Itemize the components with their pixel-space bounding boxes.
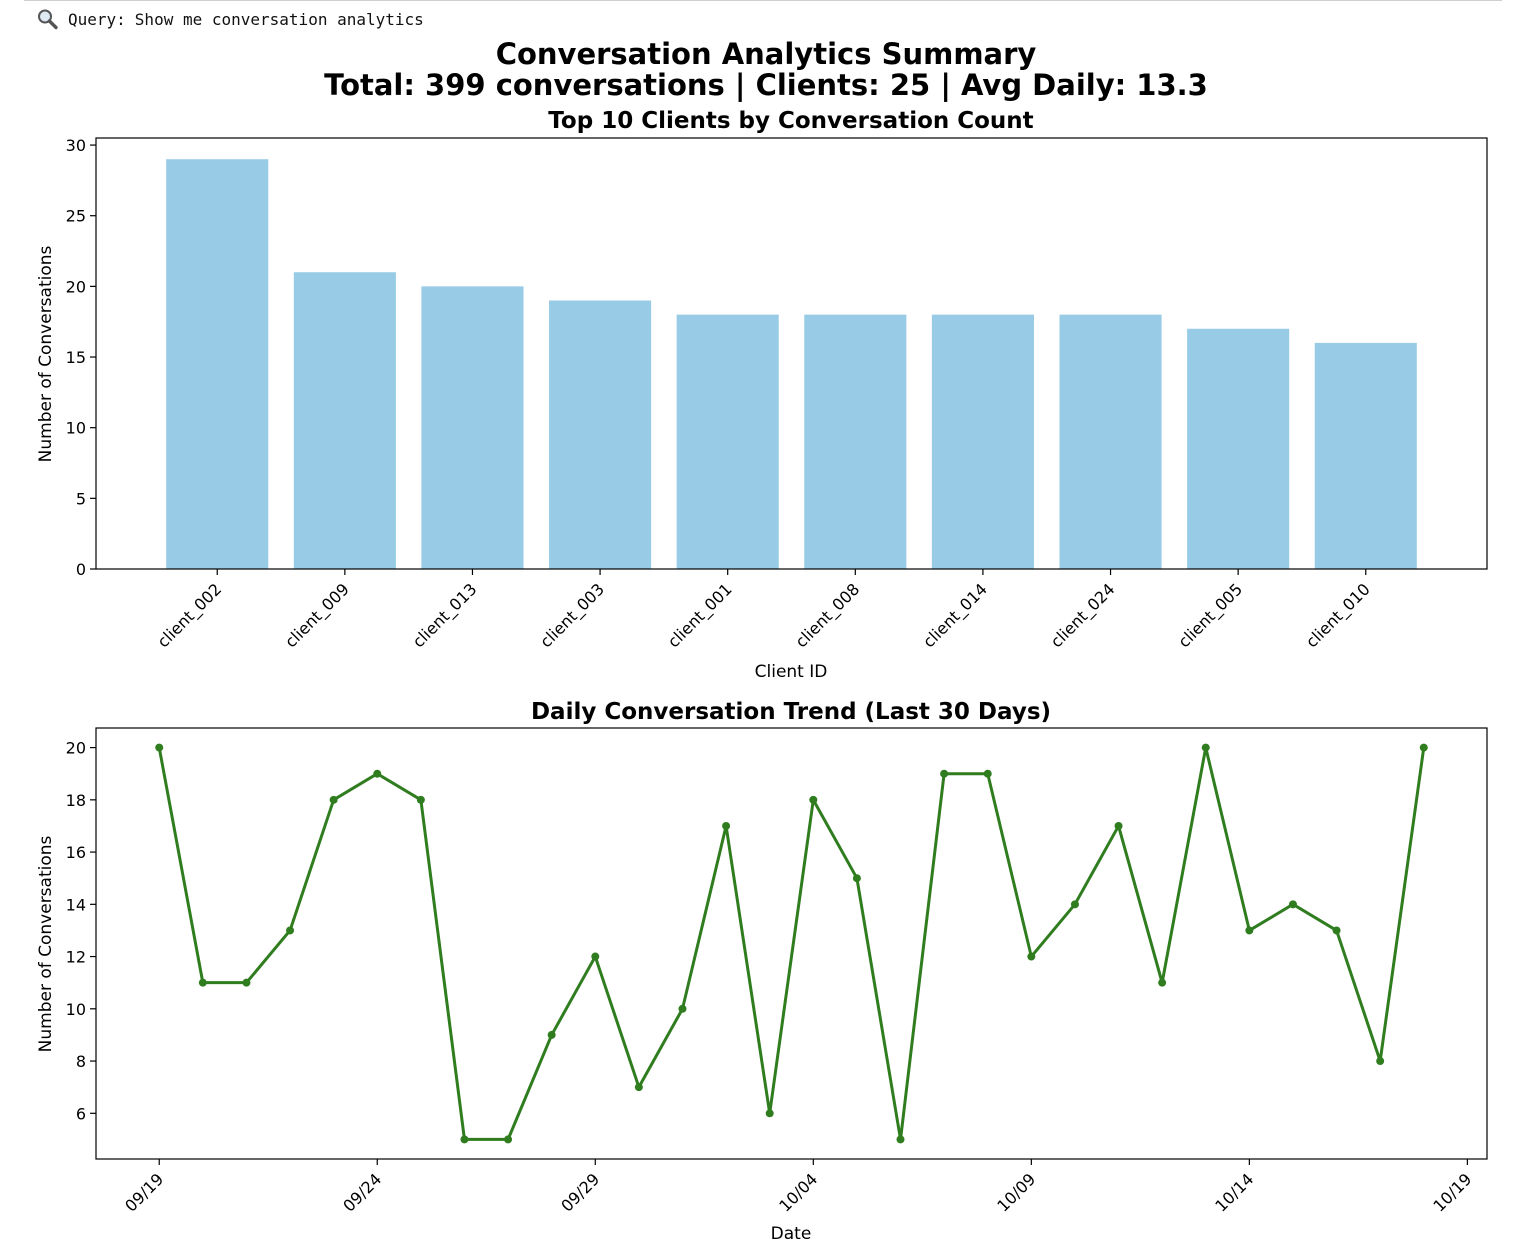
trend-point-09-23 bbox=[329, 795, 338, 804]
trend-point-10-04 bbox=[809, 795, 818, 804]
line-marks bbox=[155, 743, 1428, 1144]
trend-line bbox=[157, 746, 1426, 1141]
line-y-tick-label: 12 bbox=[66, 948, 86, 967]
query-bar: Query: Show me conversation analytics bbox=[36, 8, 424, 30]
trend-point-10-05 bbox=[852, 874, 861, 883]
bar-y-tick-label: 25 bbox=[66, 207, 86, 226]
top-rule bbox=[24, 0, 1502, 1]
line-x-tick-label: 09/19 bbox=[121, 1170, 167, 1216]
bar-client_008 bbox=[804, 314, 907, 569]
trend-point-10-11 bbox=[1114, 821, 1123, 830]
trend-point-09-25 bbox=[416, 795, 425, 804]
query-text: Show me conversation analytics bbox=[134, 9, 424, 29]
bar-x-tick-label: client_010 bbox=[1302, 580, 1374, 652]
bar-x-tick-label: client_013 bbox=[409, 580, 481, 652]
bar-client_009 bbox=[293, 272, 396, 569]
trend-point-10-01 bbox=[678, 1004, 687, 1013]
bar-x-tick-label: client_008 bbox=[792, 580, 864, 652]
bar-x-tick-label: client_009 bbox=[281, 580, 353, 652]
bar-chart-title: Top 10 Clients by Conversation Count bbox=[548, 108, 1033, 134]
trend-point-09-19 bbox=[155, 743, 164, 752]
trend-point-10-08 bbox=[983, 769, 992, 778]
bar-client_024 bbox=[1059, 314, 1162, 569]
bar-client_010 bbox=[1314, 342, 1417, 569]
trend-point-10-17 bbox=[1376, 1057, 1385, 1066]
trend-point-10-09 bbox=[1027, 952, 1036, 961]
trend-point-09-30 bbox=[634, 1083, 643, 1092]
bar-client_002 bbox=[166, 159, 269, 569]
trend-point-10-07 bbox=[940, 769, 949, 778]
line-x-tick-label: 10/09 bbox=[993, 1170, 1039, 1216]
bar-client_005 bbox=[1187, 328, 1290, 569]
bar-y-axis-label: Number of Conversations bbox=[36, 245, 56, 462]
figure-title: Conversation Analytics Summary bbox=[495, 37, 1037, 71]
bar-x-tick-label: client_014 bbox=[919, 580, 991, 652]
bar-client_003 bbox=[549, 300, 652, 569]
trend-point-10-13 bbox=[1201, 743, 1210, 752]
trend-point-10-03 bbox=[765, 1109, 774, 1118]
bar-x-tick-label: client_003 bbox=[536, 580, 608, 652]
line-x-axis-label: Date bbox=[771, 1224, 812, 1244]
trend-point-10-16 bbox=[1332, 926, 1341, 935]
trend-point-09-27 bbox=[504, 1135, 513, 1144]
line-x-tick-label: 10/19 bbox=[1429, 1170, 1475, 1216]
trend-point-10-12 bbox=[1158, 978, 1167, 987]
bar-chart: Top 10 Clients by Conversation Count 0 5 1… bbox=[36, 108, 1488, 682]
trend-point-10-02 bbox=[722, 821, 731, 830]
line-x-tick-label: 09/29 bbox=[557, 1170, 603, 1216]
bar-y-tick-label: 15 bbox=[66, 348, 86, 367]
line-y-tick-label: 8 bbox=[76, 1052, 86, 1071]
trend-point-09-20 bbox=[198, 978, 207, 987]
trend-point-09-21 bbox=[242, 978, 251, 987]
trend-point-10-10 bbox=[1070, 900, 1079, 909]
line-y-tick-label: 16 bbox=[66, 843, 86, 862]
bar-x-tick-label: client_002 bbox=[153, 580, 225, 652]
bar-plot-frame bbox=[95, 137, 1488, 570]
line-plot-frame bbox=[95, 727, 1488, 1160]
line-y-tick-label: 20 bbox=[66, 739, 86, 758]
bar-x-tick-label: client_005 bbox=[1174, 580, 1246, 652]
line-x-tick-label: 10/14 bbox=[1211, 1170, 1257, 1216]
line-chart-title: Daily Conversation Trend (Last 30 Days) bbox=[531, 699, 1051, 725]
trend-point-09-26 bbox=[460, 1135, 469, 1144]
line-x-tick-label: 09/24 bbox=[339, 1170, 385, 1216]
bar-x-axis: client_002 client_009 client_013 client_003… bbox=[153, 569, 1374, 652]
line-y-tick-label: 10 bbox=[66, 1000, 86, 1019]
bar-x-tick-label: client_001 bbox=[664, 580, 736, 652]
bar-y-tick-label: 10 bbox=[66, 419, 86, 438]
line-y-tick-label: 18 bbox=[66, 791, 86, 810]
bar-client_014 bbox=[931, 314, 1034, 569]
bar-x-tick-label: client_024 bbox=[1047, 580, 1119, 652]
trend-point-09-29 bbox=[591, 952, 600, 961]
bar-client_013 bbox=[421, 286, 524, 569]
figure-subtitle: Total: 399 conversations | Clients: 25 |… bbox=[324, 68, 1208, 102]
magnifier-icon bbox=[36, 8, 60, 30]
bar-y-tick-label: 5 bbox=[76, 489, 86, 508]
trend-point-09-28 bbox=[547, 1030, 556, 1039]
line-y-axis: 6 8 10 12 14 16 18 20 bbox=[66, 739, 96, 1123]
bar-y-axis: 0 5 10 15 20 25 30 bbox=[66, 136, 96, 579]
bar-y-tick-label: 20 bbox=[66, 277, 86, 296]
bar-marks bbox=[166, 159, 1417, 569]
line-x-tick-label: 10/04 bbox=[775, 1170, 821, 1216]
trend-point-10-14 bbox=[1245, 926, 1254, 935]
bar-y-tick-label: 30 bbox=[66, 136, 86, 155]
line-chart: Daily Conversation Trend (Last 30 Days) … bbox=[36, 699, 1488, 1244]
trend-point-09-24 bbox=[373, 769, 382, 778]
bar-client_001 bbox=[676, 314, 779, 569]
line-y-tick-label: 14 bbox=[66, 895, 86, 914]
trend-point-10-18 bbox=[1419, 743, 1428, 752]
line-y-axis-label: Number of Conversations bbox=[36, 835, 56, 1052]
bar-x-axis-label: Client ID bbox=[755, 662, 828, 682]
line-x-axis: 09/19 09/24 09/29 10/04 10/09 10/14 10/19 bbox=[121, 1159, 1475, 1216]
bar-y-tick-label: 0 bbox=[76, 560, 86, 579]
trend-point-09-22 bbox=[286, 926, 295, 935]
line-y-tick-label: 6 bbox=[76, 1104, 86, 1123]
trend-point-10-06 bbox=[896, 1135, 905, 1144]
query-label: Query: bbox=[68, 9, 126, 29]
trend-point-10-15 bbox=[1288, 900, 1297, 909]
